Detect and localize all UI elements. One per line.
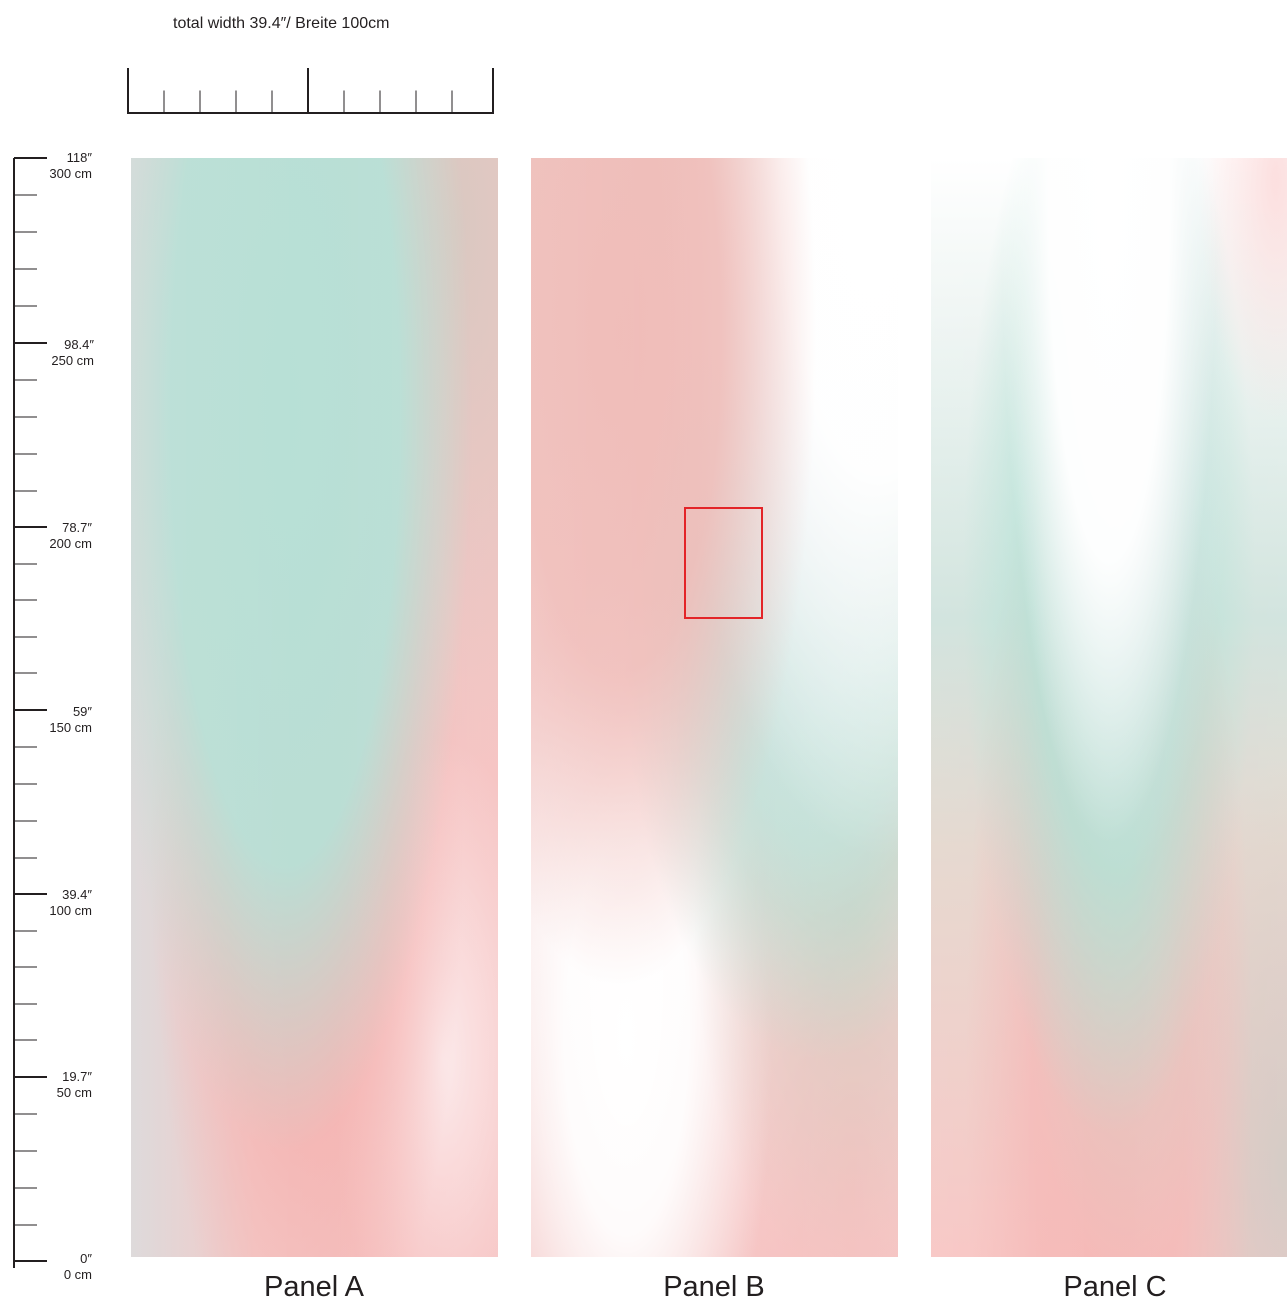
panel-b-label: Panel B xyxy=(663,1271,765,1303)
height-label-200cm: 78.7″ 200 cm xyxy=(0,520,92,552)
panel-a-label: Panel A xyxy=(264,1271,364,1303)
height-label-cm: 150 cm xyxy=(49,720,92,735)
height-label-cm: 0 cm xyxy=(63,1267,92,1282)
height-label-100cm: 39.4″ 100 cm xyxy=(0,887,92,919)
height-label-inch: 59″ xyxy=(72,704,92,719)
height-label-250cm: 98.4″ 250 cm xyxy=(2,337,94,369)
height-label-150cm: 59″ 150 cm xyxy=(0,704,92,736)
height-label-inch: 118″ xyxy=(66,150,92,165)
height-label-inch: 39.4″ xyxy=(62,887,92,902)
height-label-cm: 300 cm xyxy=(49,166,92,181)
height-ruler xyxy=(0,150,110,1290)
height-label-cm: 50 cm xyxy=(56,1085,92,1100)
total-width-label: total width 39.4″/ Breite 100cm xyxy=(173,15,390,32)
height-label-cm: 200 cm xyxy=(49,536,92,551)
sample-highlight-box xyxy=(684,507,763,619)
height-label-inch: 78.7″ xyxy=(62,520,92,535)
panel-c-label: Panel C xyxy=(1063,1271,1167,1303)
height-label-cm: 100 cm xyxy=(49,903,92,918)
height-label-inch: 19.7″ xyxy=(62,1069,92,1084)
height-label-300cm: 118″ 300 cm xyxy=(0,150,92,182)
height-label-0cm: 0″ 0 cm xyxy=(0,1251,92,1283)
height-label-50cm: 19.7″ 50 cm xyxy=(0,1069,92,1101)
wallpaper-panel-a xyxy=(131,158,498,1257)
wallpaper-panel-b xyxy=(531,158,898,1257)
wallpaper-panel-c xyxy=(931,158,1287,1257)
width-ruler xyxy=(127,68,494,115)
height-label-cm: 250 cm xyxy=(51,353,94,368)
height-label-inch: 0″ xyxy=(80,1251,92,1266)
height-label-inch: 98.4″ xyxy=(64,337,94,352)
